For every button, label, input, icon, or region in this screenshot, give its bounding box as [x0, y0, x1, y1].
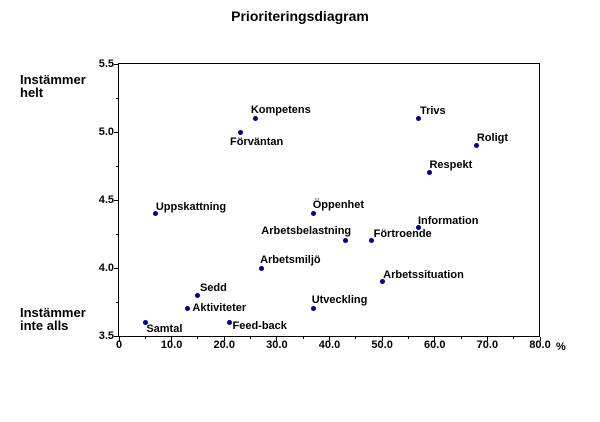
x-tick	[486, 337, 488, 341]
data-point-dot	[195, 292, 201, 298]
y-axis-bottom-label: Instämmer inte alls	[20, 305, 86, 333]
data-point-dot	[184, 306, 190, 312]
x-tick	[171, 337, 173, 341]
x-minor-tick	[197, 337, 199, 339]
data-point-label: Respekt	[429, 158, 473, 171]
data-point-dot	[237, 129, 243, 135]
x-tick-label: 30.0	[266, 339, 288, 351]
data-point-dot	[227, 319, 232, 325]
data-point-label: Roligt	[476, 131, 509, 144]
data-point-dot	[311, 306, 317, 312]
x-minor-tick	[355, 337, 357, 339]
y-tick	[114, 335, 118, 337]
data-point-label: Feed-back	[232, 320, 287, 333]
x-minor-tick	[407, 337, 409, 339]
data-point-label: Arbetssituation	[383, 268, 464, 281]
data-point-label: Information	[417, 215, 479, 228]
x-tick-label: 40.0	[318, 339, 341, 351]
x-tick	[434, 337, 436, 341]
data-point-label: Aktiviteter	[192, 301, 247, 314]
data-point-label: Kompetens	[250, 104, 311, 117]
x-tick	[381, 337, 383, 341]
data-point-label: Utveckling	[311, 293, 368, 306]
data-point-dot	[379, 279, 385, 285]
chart-title: Prioriteringsdiagram	[231, 8, 369, 24]
x-tick	[118, 337, 120, 341]
y-tick-label: 5.0	[98, 126, 114, 138]
plot-area	[118, 63, 540, 337]
x-tick	[539, 337, 541, 341]
y-minor-tick	[116, 233, 118, 235]
x-axis-unit-label: %	[556, 341, 566, 353]
x-tick-label: 50.0	[371, 339, 393, 351]
data-point-label: Arbetsbelastning	[261, 224, 352, 237]
x-minor-tick	[144, 337, 146, 339]
data-point-dot	[258, 265, 264, 271]
data-point-label: Uppskattning	[155, 200, 227, 213]
data-point-label: Trivs	[419, 105, 446, 118]
x-tick-label: 70.0	[476, 339, 499, 351]
x-minor-tick	[513, 337, 515, 339]
y-minor-tick	[116, 97, 118, 99]
x-tick	[276, 337, 278, 341]
y-tick-label: 3.5	[98, 330, 114, 342]
y-tick	[114, 63, 118, 65]
y-minor-tick	[116, 301, 118, 303]
x-tick	[329, 337, 330, 341]
y-tick	[114, 199, 118, 201]
y-tick-label: 4.0	[98, 262, 114, 274]
y-minor-tick	[116, 165, 118, 167]
x-tick-label: 20.0	[213, 339, 235, 351]
x-minor-tick	[460, 337, 462, 339]
y-tick	[114, 131, 118, 133]
data-point-dot	[426, 170, 432, 176]
data-point-dot	[153, 211, 159, 217]
data-point-dot	[416, 115, 422, 121]
y-tick	[114, 267, 118, 269]
data-point-dot	[416, 224, 422, 230]
x-minor-tick	[250, 337, 252, 339]
data-point-dot	[342, 238, 348, 244]
y-tick-label: 5.5	[98, 58, 114, 70]
data-point-dot	[474, 143, 480, 149]
x-tick	[223, 337, 225, 341]
data-point-label: Arbetsmiljö	[260, 254, 321, 266]
y-tick-label: 4.5	[98, 194, 114, 206]
data-point-dot	[311, 211, 317, 217]
x-tick-label: 80.0	[529, 339, 551, 351]
data-point-label: Öppenhet	[312, 198, 365, 211]
data-point-label: Sedd	[199, 282, 227, 295]
y-axis-top-label: Instämmer helt	[20, 72, 86, 100]
data-point-label: Förväntan	[230, 136, 284, 148]
x-tick-label: 0	[115, 339, 123, 351]
data-point-dot	[253, 115, 259, 121]
x-tick-label: 10.0	[160, 339, 183, 351]
data-point-label: Förtroende	[373, 227, 432, 240]
data-point-label: Samtal	[146, 323, 183, 336]
x-minor-tick	[302, 337, 304, 339]
x-tick-label: 60.0	[424, 339, 446, 351]
data-point-dot	[142, 319, 148, 325]
data-point-dot	[369, 238, 375, 244]
